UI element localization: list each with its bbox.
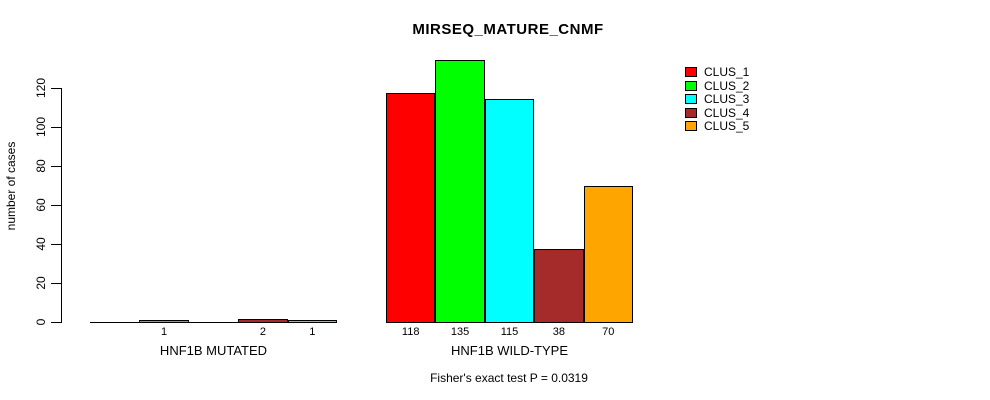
group-label: HNF1B WILD-TYPE: [450, 343, 569, 358]
y-tick-label: 0: [34, 318, 48, 326]
legend-label: CLUS_3: [704, 92, 750, 107]
y-tick: [51, 166, 61, 167]
y-tick-label: 20: [34, 276, 48, 290]
legend-label: CLUS_4: [704, 105, 750, 120]
bar-value-label: 135: [450, 326, 470, 338]
y-tick: [51, 322, 61, 323]
bar-clus_1: [386, 93, 436, 323]
y-tick: [51, 205, 61, 206]
chart-title: MIRSEQ_MATURE_CNMF: [412, 21, 604, 38]
bar-value-label: 118: [401, 326, 420, 338]
y-tick: [51, 88, 61, 89]
legend-item: CLUS_4: [685, 105, 750, 120]
legend-item: CLUS_2: [685, 78, 750, 93]
legend-swatch-clus_2: [685, 80, 697, 91]
legend-label: CLUS_5: [704, 119, 750, 134]
bar-clus_5: [583, 186, 633, 323]
legend-label: CLUS_2: [704, 78, 750, 93]
legend-item: CLUS_5: [685, 119, 750, 134]
bar-clus_5: [287, 320, 337, 323]
bar-value-label: 1: [161, 326, 168, 338]
bar-clus_3: [484, 99, 535, 323]
y-tick-label: 40: [34, 237, 48, 251]
annotation-text: Fisher's exact test P = 0.0319: [430, 371, 588, 385]
y-tick: [51, 127, 61, 128]
bar-clus_4: [238, 319, 288, 323]
legend-swatch-clus_3: [685, 94, 697, 105]
legend-item: CLUS_1: [685, 65, 750, 79]
bar-value-label: 1: [309, 326, 316, 338]
y-tick-label: 60: [34, 198, 48, 212]
legend-swatch-clus_5: [685, 121, 697, 132]
y-tick-label: 120: [34, 77, 48, 99]
legend-label: CLUS_1: [704, 65, 750, 79]
group-label: HNF1B MUTATED: [159, 343, 268, 358]
y-tick: [51, 283, 61, 284]
y-tick-label: 80: [34, 159, 48, 173]
bar-value-label: 115: [500, 326, 519, 338]
x-baseline: [90, 322, 337, 323]
bar-clus_4: [534, 249, 584, 323]
legend-swatch-clus_1: [685, 67, 697, 77]
bar-value-label: 38: [552, 326, 566, 338]
bar-clus_2: [435, 60, 485, 323]
y-axis-label: number of cases: [4, 141, 18, 231]
y-tick: [51, 244, 61, 245]
legend-swatch-clus_4: [685, 107, 697, 118]
bar-value-label: 2: [259, 326, 266, 338]
bar-value-label: 70: [602, 326, 615, 338]
y-axis-line: [61, 88, 62, 323]
y-tick-label: 100: [34, 116, 48, 138]
bar-clus_2: [139, 320, 189, 323]
legend-item: CLUS_3: [685, 92, 750, 107]
